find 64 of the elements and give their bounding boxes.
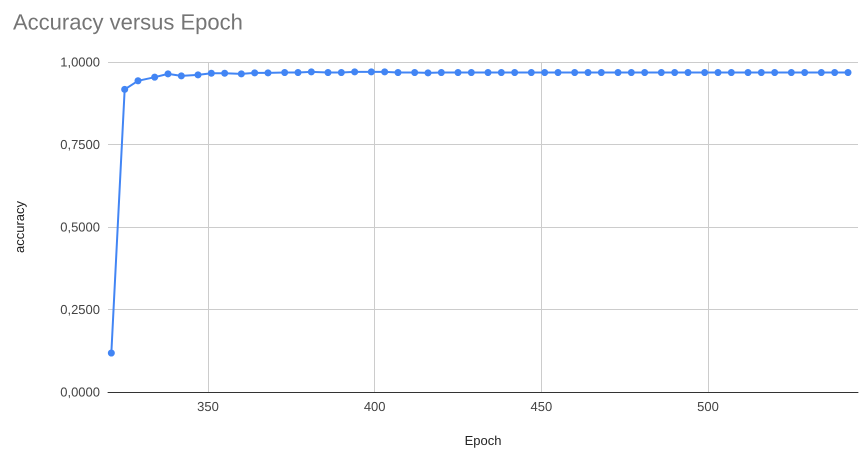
- point: [368, 68, 375, 76]
- point: [671, 69, 678, 76]
- x-axis-title: Epoch: [464, 433, 502, 448]
- y-tick-label: 1,0000: [60, 54, 100, 70]
- point: [511, 69, 518, 76]
- x-tick-label: 500: [697, 399, 719, 414]
- point: [208, 70, 215, 77]
- point: [788, 69, 795, 76]
- point: [684, 69, 692, 76]
- point: [424, 69, 432, 76]
- point: [541, 69, 548, 76]
- point: [771, 69, 778, 76]
- point: [251, 69, 258, 76]
- point: [294, 69, 302, 76]
- y-tick-label: 0,5000: [60, 220, 100, 234]
- point: [238, 70, 245, 78]
- point: [831, 69, 838, 76]
- point: [484, 69, 492, 76]
- point: [134, 77, 142, 84]
- point: [628, 69, 635, 76]
- point: [598, 69, 605, 76]
- point: [194, 71, 202, 78]
- point: [641, 69, 648, 76]
- point: [614, 69, 622, 76]
- point: [308, 68, 315, 76]
- point: [108, 350, 115, 357]
- point: [844, 69, 852, 76]
- point: [528, 69, 535, 76]
- point: [438, 69, 445, 76]
- point: [338, 69, 345, 76]
- y-axis-title: accuracy: [12, 200, 27, 254]
- point: [351, 68, 358, 76]
- y-tick-label: 0,2500: [60, 302, 100, 317]
- point: [221, 70, 228, 77]
- point: [758, 69, 765, 76]
- point: [658, 69, 665, 76]
- point: [164, 70, 172, 78]
- point: [468, 69, 475, 76]
- point: [728, 69, 735, 76]
- point: [714, 69, 722, 76]
- y-tick-label: 0,0000: [60, 384, 100, 400]
- point: [394, 69, 402, 76]
- point: [381, 68, 388, 76]
- point: [744, 69, 752, 76]
- point: [554, 69, 562, 76]
- point: [178, 72, 185, 80]
- point: [818, 69, 825, 76]
- point: [571, 69, 578, 76]
- point: [324, 69, 332, 76]
- point: [701, 69, 708, 76]
- point: [454, 69, 462, 76]
- point: [411, 69, 418, 76]
- point: [584, 69, 592, 76]
- point: [121, 86, 128, 93]
- chart-title: Accuracy versus Epoch: [13, 10, 243, 34]
- x-tick-label: 450: [530, 399, 552, 414]
- point: [281, 69, 288, 76]
- x-tick-label: 350: [197, 399, 219, 414]
- point: [801, 69, 808, 76]
- point: [151, 74, 158, 81]
- y-tick-label: 0,7500: [60, 137, 100, 152]
- point: [264, 69, 272, 76]
- point: [498, 69, 505, 76]
- x-tick-label: 400: [364, 399, 386, 414]
